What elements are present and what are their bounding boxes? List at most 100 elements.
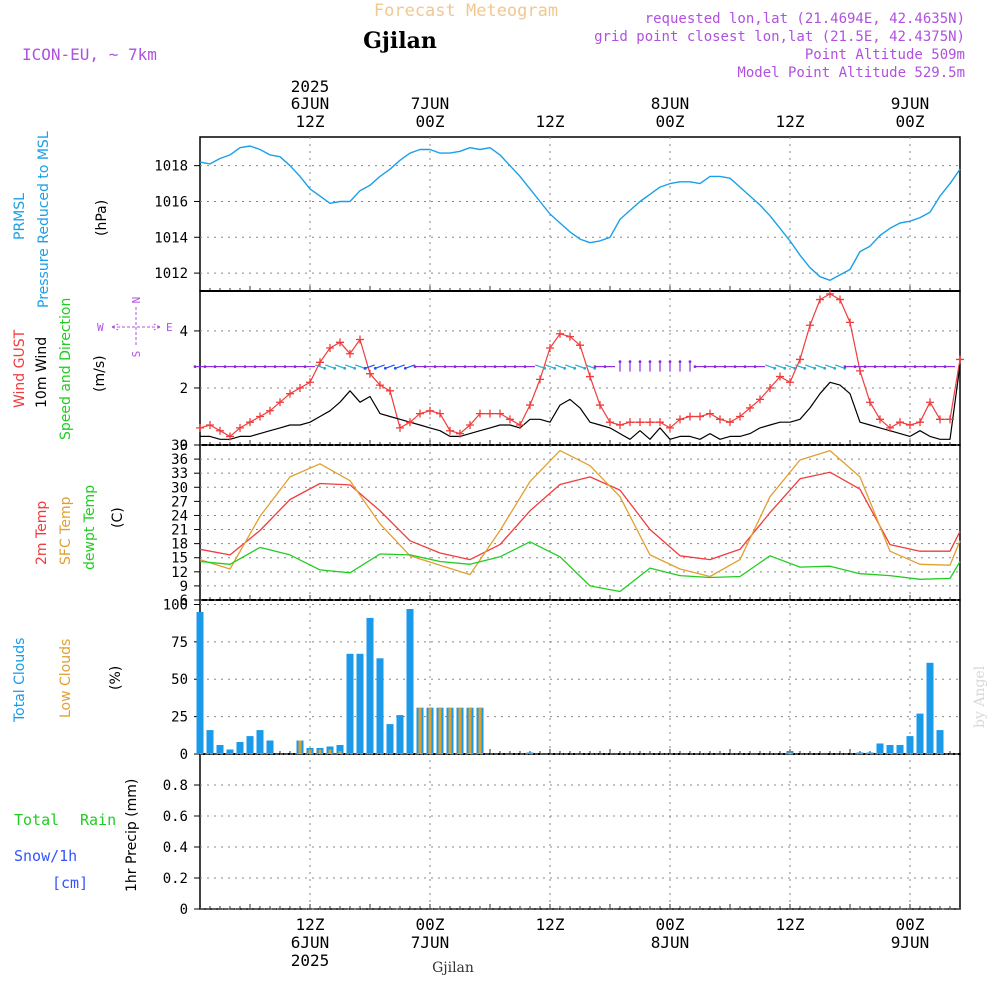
y-tick-label-2-8: 30 bbox=[171, 480, 188, 496]
low-cloud-bar bbox=[418, 707, 422, 754]
wind-dir-arrowhead bbox=[823, 366, 827, 370]
y-tick-label-4-0: 0 bbox=[180, 902, 188, 918]
total-cloud-bar bbox=[376, 658, 384, 754]
wind-dir-arrow bbox=[815, 364, 825, 369]
temp2m-line bbox=[199, 471, 961, 561]
wind-dir-arrowhead bbox=[463, 365, 467, 368]
panel-frame-4 bbox=[199, 753, 961, 910]
total-cloud-label: Total Clouds bbox=[12, 638, 28, 723]
wind-dir-arrow bbox=[365, 364, 375, 369]
wind-dir-arrowhead bbox=[383, 366, 387, 370]
wind-dir-arrowhead bbox=[593, 365, 597, 368]
gust-marker bbox=[956, 355, 964, 364]
gust-marker bbox=[266, 406, 274, 415]
y-tick-label-3-2: 50 bbox=[171, 672, 188, 688]
low-cloud-label: Low Clouds bbox=[58, 639, 74, 718]
panel-frames bbox=[199, 136, 961, 910]
gust-marker bbox=[316, 358, 324, 367]
top-axis-day-1: 7JUN bbox=[411, 94, 450, 113]
gust-marker bbox=[216, 426, 224, 435]
wind-dir-arrow bbox=[805, 364, 815, 369]
compass-arrows bbox=[111, 307, 161, 347]
wind-dir-arrowhead bbox=[453, 365, 457, 368]
low-cloud-bar bbox=[308, 749, 312, 754]
bottom-axis-day-0: 6JUN bbox=[291, 933, 330, 952]
gust-marker bbox=[836, 295, 844, 304]
gust-marker bbox=[926, 398, 934, 407]
y-tick-label-3-1: 25 bbox=[171, 710, 188, 726]
compass-e: E bbox=[166, 321, 173, 334]
panel-frame-0 bbox=[199, 136, 961, 292]
y-tick-label-2-11: 39 bbox=[171, 438, 188, 454]
gust-marker bbox=[916, 418, 924, 427]
gust-marker bbox=[346, 349, 354, 358]
gust-marker bbox=[376, 381, 384, 390]
bottom-axis-day-1: 7JUN bbox=[411, 933, 450, 952]
gust-marker bbox=[746, 403, 754, 412]
gust-marker bbox=[476, 409, 484, 418]
wind-dir-arrow bbox=[765, 364, 775, 369]
wind-panel bbox=[193, 289, 964, 441]
wind-line bbox=[200, 365, 961, 440]
top-axis-day-5: 9JUN bbox=[891, 94, 930, 113]
gust-marker bbox=[386, 386, 394, 395]
gust-marker bbox=[596, 401, 604, 410]
wind-dir-arrowhead bbox=[443, 365, 447, 368]
gust-marker bbox=[586, 372, 594, 381]
y-tick-label-3-4: 100 bbox=[163, 597, 188, 613]
precip-cm-label: [cm] bbox=[52, 874, 88, 892]
y-tick-label-3-3: 75 bbox=[171, 635, 188, 651]
gust-marker bbox=[356, 335, 364, 344]
wind-dir-arrowhead bbox=[923, 365, 927, 368]
wind-dir-arrowhead bbox=[603, 365, 607, 368]
wind-dir-arrowhead bbox=[413, 365, 417, 368]
gust-marker bbox=[606, 418, 614, 427]
wind-dir-arrow bbox=[345, 364, 355, 369]
total-cloud-bar bbox=[356, 653, 364, 754]
compass-s: S bbox=[130, 351, 143, 358]
wind-dir-arrow bbox=[405, 364, 415, 369]
precip-unit: 1hr Precip (mm) bbox=[124, 779, 140, 892]
wind-dir-arrowhead bbox=[573, 366, 577, 370]
wind-dir-arrowhead bbox=[743, 365, 747, 368]
grid-coords: grid point closest lon,lat (21.5E, 42.43… bbox=[594, 29, 965, 45]
low-cloud-bar bbox=[478, 707, 482, 754]
gust-marker bbox=[286, 389, 294, 398]
dewpt-label: dewpt Temp bbox=[82, 485, 98, 570]
wind-dir-arrowhead bbox=[423, 365, 427, 368]
wind-dir-arrowhead bbox=[303, 365, 307, 368]
wind-dir-arrowhead bbox=[703, 365, 707, 368]
gust-marker bbox=[526, 401, 534, 410]
wind-dir-arrowhead bbox=[253, 365, 257, 368]
gust-marker bbox=[576, 341, 584, 350]
gust-marker bbox=[246, 418, 254, 427]
wind-dir-arrowhead bbox=[843, 365, 847, 368]
bottom-axis-hour-1: 00Z bbox=[416, 915, 445, 934]
y-tick-label-4-1: 0.2 bbox=[163, 871, 188, 887]
y-tick-label-0-3: 1018 bbox=[154, 159, 188, 175]
wind-dir-arrowhead bbox=[523, 365, 527, 368]
gust-marker bbox=[796, 355, 804, 364]
grid-lines bbox=[194, 137, 961, 910]
y-tick-label-2-10: 36 bbox=[171, 452, 188, 468]
cloud-panel bbox=[196, 609, 960, 755]
total-cloud-bar bbox=[266, 740, 274, 754]
cloud-unit: (%) bbox=[108, 666, 124, 690]
wind-dir-arrow bbox=[835, 364, 845, 369]
total-cloud-bar bbox=[196, 612, 204, 754]
y-tick-label-0-2: 1016 bbox=[154, 194, 188, 210]
total-cloud-bar bbox=[386, 724, 394, 754]
y-tick-label-4-2: 0.4 bbox=[163, 840, 188, 856]
wind-dir-arrow bbox=[775, 364, 785, 369]
gust-marker bbox=[616, 421, 624, 430]
gust-marker bbox=[706, 409, 714, 418]
gust-marker bbox=[716, 415, 724, 424]
gust-marker bbox=[906, 421, 914, 430]
y-tick-label-2-5: 21 bbox=[171, 523, 188, 539]
gust-marker bbox=[416, 409, 424, 418]
gust-marker bbox=[936, 415, 944, 424]
wind-dir-arrowhead bbox=[233, 365, 237, 368]
precip-snow-label: Snow/1h bbox=[14, 847, 77, 865]
